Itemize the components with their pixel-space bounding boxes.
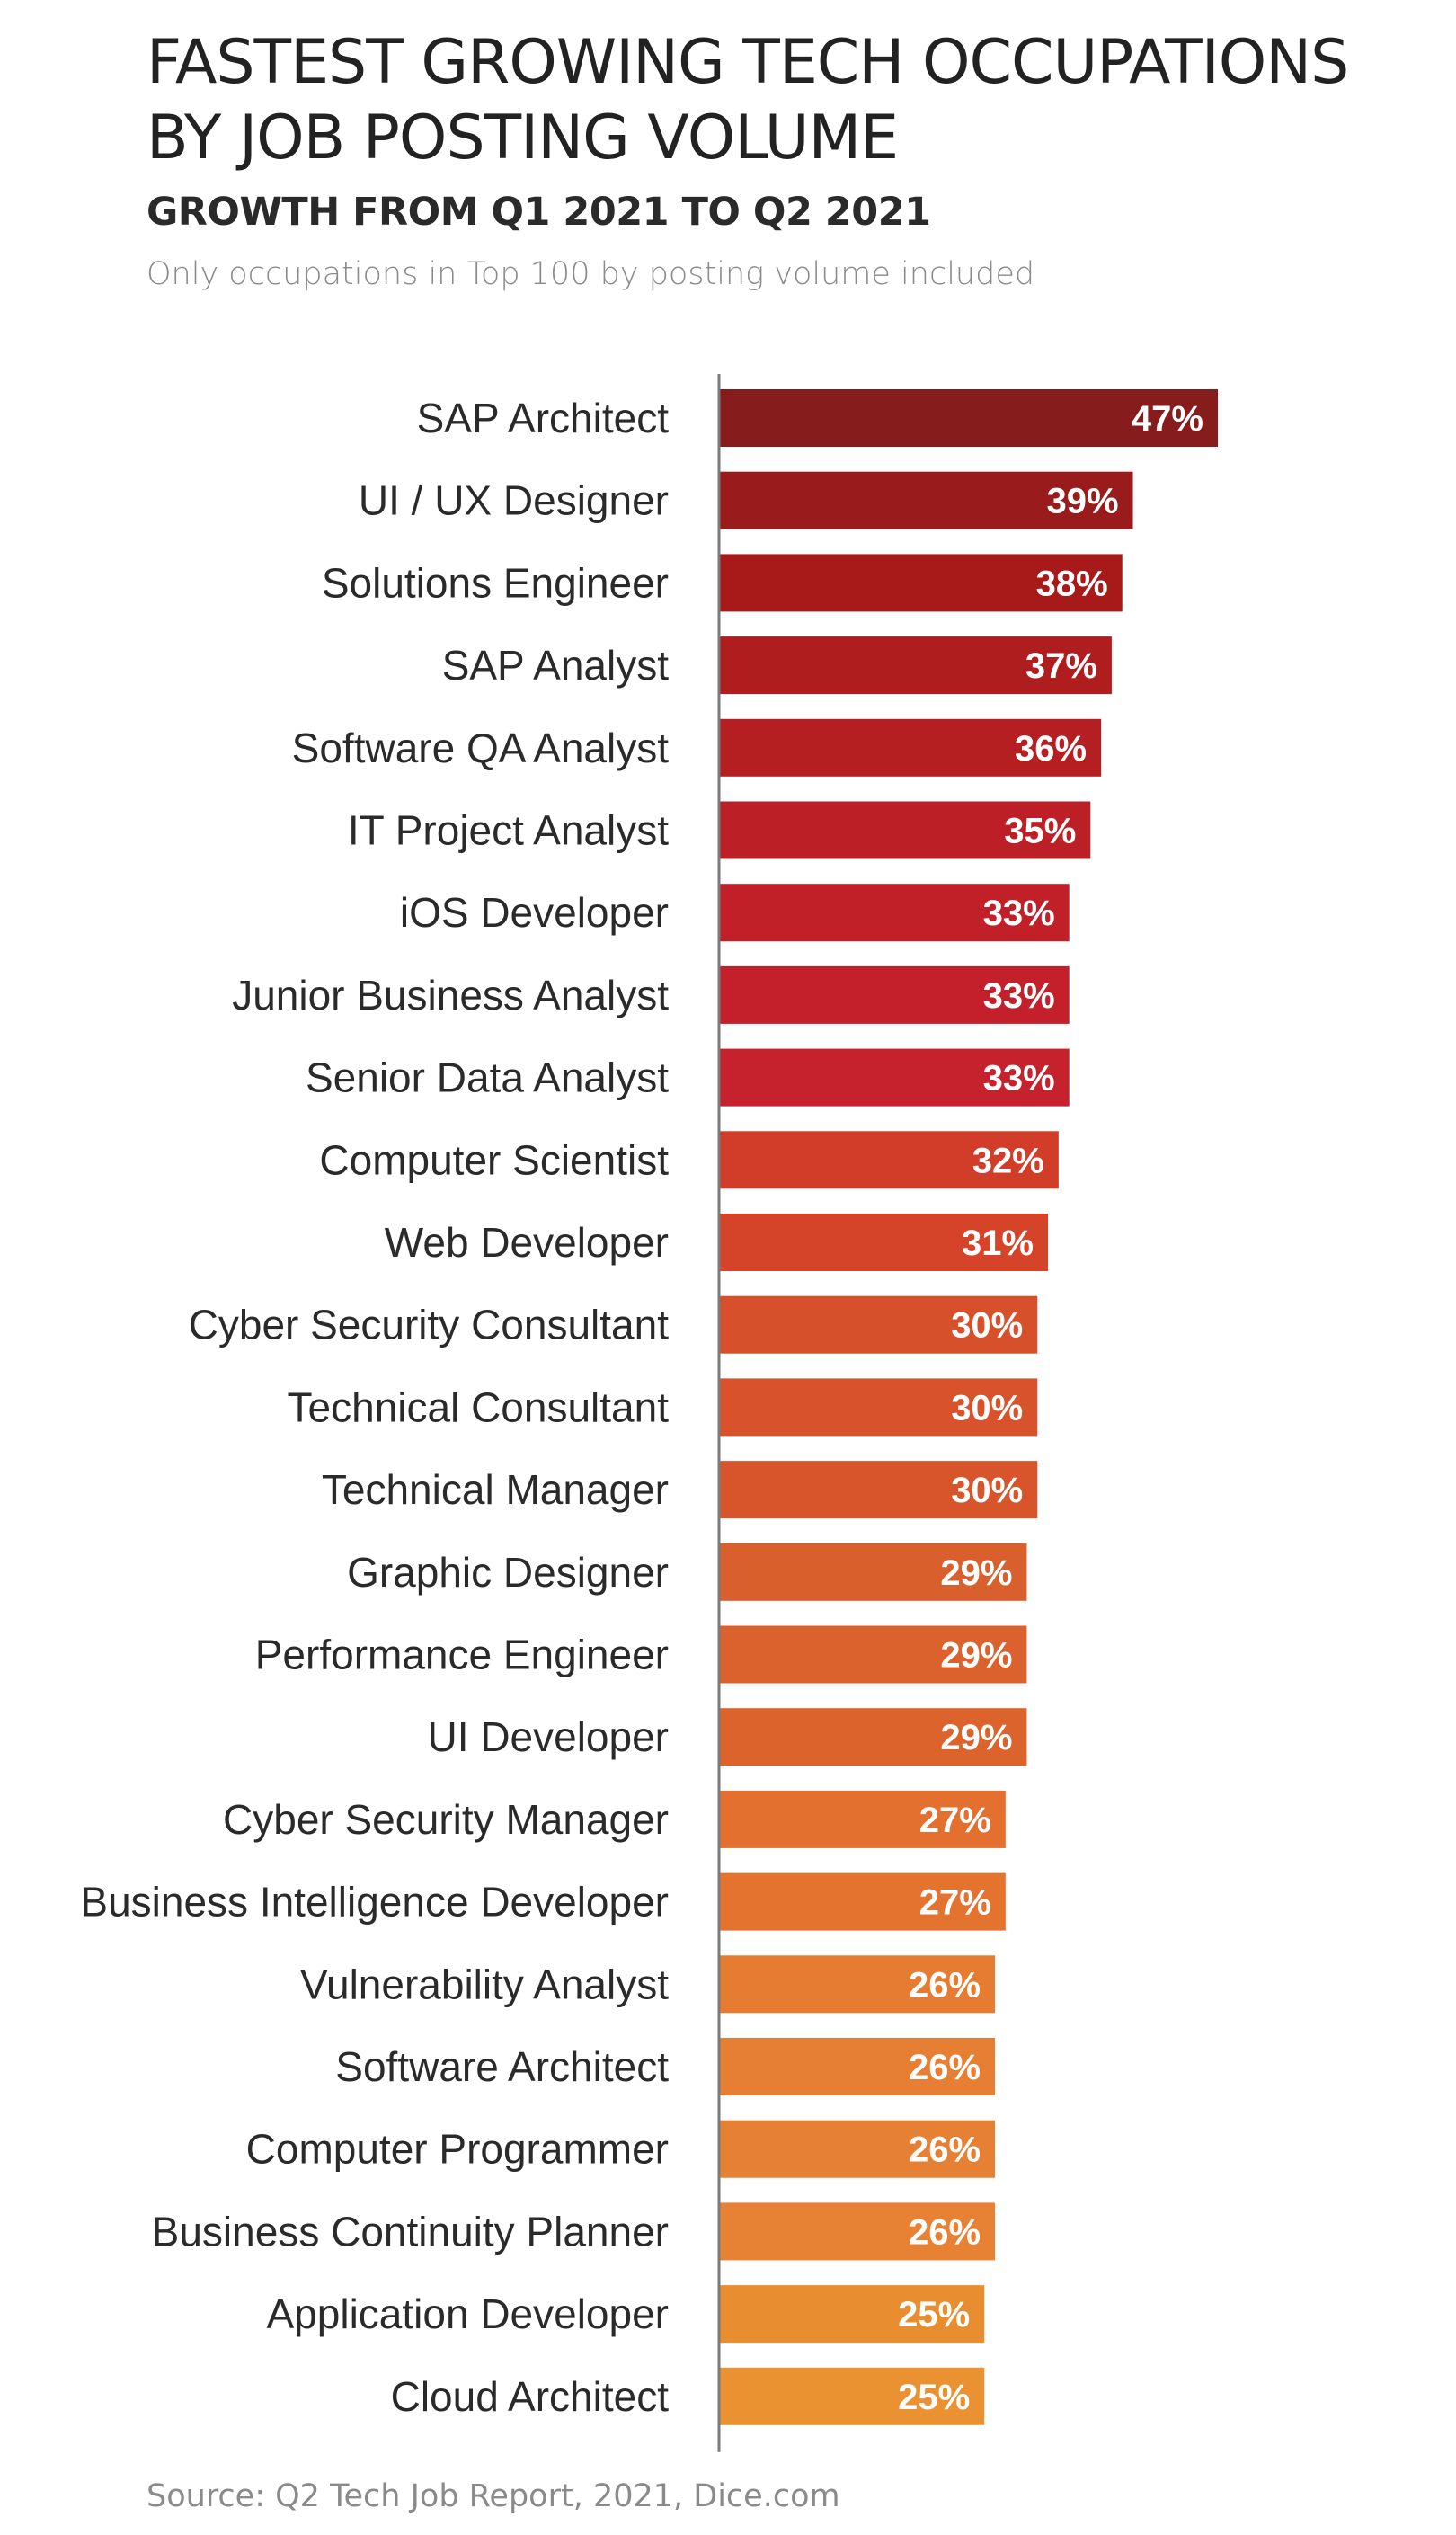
- category-label: Computer Scientist: [319, 1136, 669, 1183]
- bar: [719, 801, 1091, 859]
- bar: [719, 389, 1218, 447]
- data-label: 25%: [898, 2378, 970, 2417]
- data-label: 33%: [983, 1059, 1055, 1098]
- data-label: 36%: [1015, 729, 1087, 769]
- bar: [719, 554, 1123, 612]
- data-label: 29%: [940, 1553, 1012, 1593]
- bars-group: SAP Architect 47% UI / UX Designer 39% Solut…: [80, 389, 1218, 2425]
- category-label: Cyber Security Consultant: [189, 1302, 670, 1348]
- data-label: 26%: [909, 1965, 981, 2005]
- data-label: 37%: [1025, 646, 1097, 686]
- bar: [719, 471, 1133, 529]
- chart-title: FASTEST GROWING TECH OCCUPATIONS BY JOB …: [146, 27, 1349, 173]
- bar: [719, 1625, 1027, 1684]
- category-label: IT Project Analyst: [348, 807, 669, 854]
- category-label: Performance Engineer: [255, 1632, 669, 1678]
- bar: [719, 1708, 1027, 1766]
- bar: [719, 2367, 985, 2425]
- category-label: Application Developer: [267, 2290, 670, 2337]
- data-label: 31%: [962, 1223, 1034, 1263]
- category-label: UI / UX Designer: [359, 477, 669, 524]
- data-label: 26%: [909, 2130, 981, 2170]
- category-label: Technical Manager: [322, 1466, 669, 1513]
- category-label: iOS Developer: [400, 889, 669, 936]
- data-label: 32%: [972, 1141, 1044, 1180]
- bar: [719, 1543, 1027, 1601]
- bar: [719, 1214, 1049, 1271]
- data-label: 33%: [983, 976, 1055, 1016]
- bar: [719, 718, 1102, 777]
- bar: [719, 2038, 996, 2095]
- category-label: SAP Analyst: [442, 642, 670, 689]
- category-label: Junior Business Analyst: [232, 972, 669, 1018]
- data-label: 29%: [940, 1636, 1012, 1676]
- category-label: Web Developer: [385, 1219, 669, 1266]
- category-label: Vulnerability Analyst: [300, 1961, 669, 2007]
- bar: [719, 1461, 1038, 1519]
- bar: [719, 1955, 996, 2014]
- category-label: Senior Data Analyst: [306, 1054, 669, 1101]
- data-label: 30%: [951, 1471, 1023, 1510]
- data-label: 33%: [983, 894, 1055, 933]
- category-label: SAP Architect: [417, 395, 670, 441]
- source-note: Source: Q2 Tech Job Report, 2021, Dice.c…: [146, 2478, 840, 2514]
- data-label: 47%: [1132, 399, 1203, 439]
- bar: [719, 2285, 985, 2344]
- category-label: Cloud Architect: [391, 2373, 670, 2420]
- data-label: 27%: [919, 1801, 991, 1840]
- category-label: Business Continuity Planner: [152, 2208, 669, 2255]
- bar-chart: SAP Architect 47% UI / UX Designer 39% Solut…: [80, 374, 1218, 2452]
- data-label: 39%: [1046, 482, 1118, 521]
- chart-note: Only occupations in Top 100 by posting v…: [146, 256, 1035, 292]
- category-label: Graphic Designer: [347, 1549, 669, 1596]
- bar: [719, 2202, 996, 2261]
- category-label: Software QA Analyst: [292, 725, 670, 771]
- data-label: 30%: [951, 1388, 1023, 1428]
- bar: [719, 1048, 1070, 1107]
- bar: [719, 1378, 1038, 1436]
- data-label: 35%: [1004, 812, 1076, 851]
- category-label: Technical Consultant: [288, 1383, 670, 1430]
- data-label: 26%: [909, 2048, 981, 2087]
- bar: [719, 1872, 1006, 1931]
- data-label: 27%: [919, 1883, 991, 1923]
- bar: [719, 965, 1070, 1024]
- bar: [719, 636, 1112, 695]
- bar: [719, 1295, 1038, 1354]
- category-label: Software Architect: [335, 2043, 669, 2090]
- data-label: 26%: [909, 2212, 981, 2252]
- data-label: 30%: [951, 1306, 1023, 1346]
- category-label: UI Developer: [428, 1713, 669, 1760]
- bar: [719, 1131, 1059, 1189]
- chart-subtitle: GROWTH FROM Q1 2021 TO Q2 2021: [146, 190, 931, 235]
- category-label: Business Intelligence Developer: [80, 1879, 669, 1926]
- data-label: 29%: [940, 1718, 1012, 1757]
- category-label: Cyber Security Manager: [223, 1796, 669, 1843]
- category-label: Solutions Engineer: [322, 559, 669, 606]
- bar: [719, 884, 1070, 942]
- bar: [719, 2120, 996, 2178]
- data-label: 25%: [898, 2295, 970, 2335]
- category-label: Computer Programmer: [246, 2126, 669, 2173]
- data-label: 38%: [1036, 564, 1108, 603]
- bar: [719, 1790, 1006, 1848]
